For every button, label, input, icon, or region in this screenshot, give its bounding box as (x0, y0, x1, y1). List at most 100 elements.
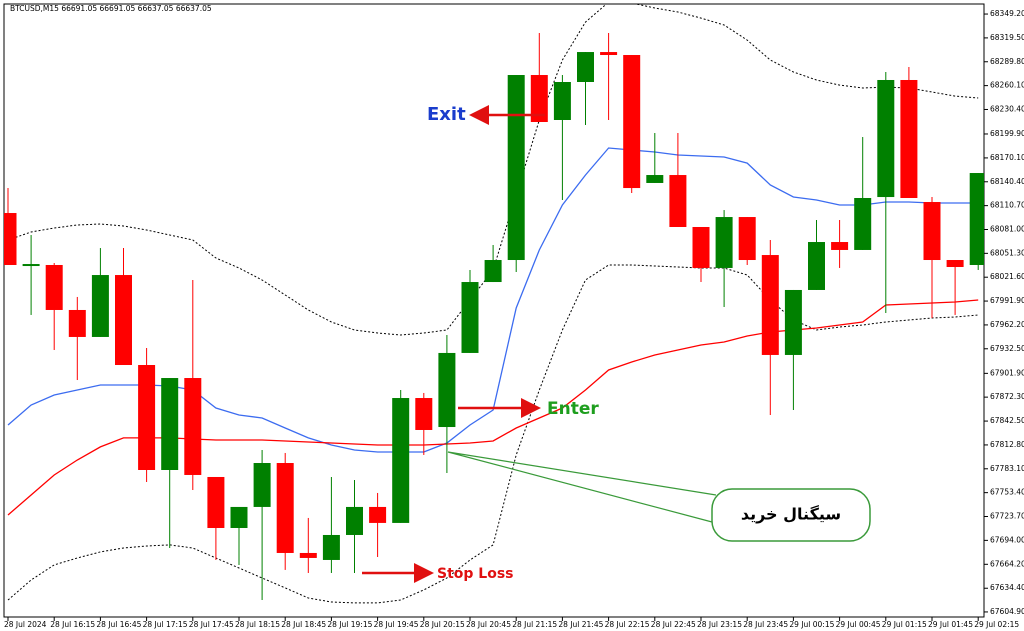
candle-body (715, 217, 733, 268)
candle-body (161, 378, 179, 470)
x-tick-label: 28 Jul 16:45 (96, 620, 141, 629)
plot-area (4, 4, 984, 604)
indicator-line (7, 4, 979, 336)
y-tick-label: 68110.70 (990, 201, 1024, 210)
candle-body (253, 463, 271, 507)
y-tick-label: 67842.50 (990, 416, 1024, 425)
y-tick-label: 68319.50 (990, 33, 1024, 42)
candle-body (68, 309, 86, 337)
candle-body (415, 398, 433, 430)
candle-body (946, 260, 964, 268)
candle-body (45, 264, 63, 310)
x-tick-label: 28 Jul 2024 (4, 620, 47, 629)
y-tick-label: 67604.90 (990, 607, 1024, 616)
y-tick-label: 68140.40 (990, 177, 1024, 186)
y-tick-label: 67753.40 (990, 488, 1024, 497)
candle-body (669, 175, 687, 227)
candle-body (507, 75, 525, 261)
x-tick-label: 28 Jul 16:15 (50, 620, 95, 629)
candle-body (230, 506, 248, 528)
candle-body (22, 264, 40, 267)
y-tick-label: 68289.80 (990, 57, 1024, 66)
candle-body (600, 52, 618, 56)
candle-body (115, 275, 132, 366)
x-tick-label: 29 Jul 01:45 (928, 620, 973, 629)
x-tick-label: 28 Jul 17:45 (189, 620, 234, 629)
candle-body (530, 75, 548, 123)
candle-body (369, 506, 387, 523)
callout-label: سیگنال خرید (741, 505, 841, 524)
candle-body (322, 534, 340, 560)
x-tick-label: 29 Jul 00:45 (836, 620, 881, 629)
x-tick-label: 29 Jul 01:15 (882, 620, 927, 629)
candle-body (299, 552, 317, 558)
y-tick-label: 67901.90 (990, 368, 1024, 377)
x-tick-label: 28 Jul 19:15 (327, 620, 372, 629)
candle-body (900, 79, 918, 198)
candle-body (808, 242, 825, 290)
candle-body (738, 217, 756, 261)
y-tick-label: 68260.10 (990, 81, 1024, 90)
candle-body (4, 213, 17, 265)
y-tick-label: 68199.90 (990, 129, 1024, 138)
x-tick-label: 28 Jul 22:15 (605, 620, 650, 629)
candle-body (761, 255, 779, 355)
candle-body (646, 175, 664, 183)
x-tick-label: 28 Jul 20:15 (420, 620, 465, 629)
y-tick-label: 67872.30 (990, 392, 1024, 401)
x-tick-label: 28 Jul 19:45 (374, 620, 419, 629)
x-tick-label: 28 Jul 18:15 (235, 620, 280, 629)
y-tick-label: 67694.00 (990, 535, 1024, 544)
callout-pointer (447, 451, 717, 523)
y-tick-label: 67664.20 (990, 559, 1024, 568)
stop-loss-label: Stop Loss (437, 566, 514, 582)
candle-body (854, 197, 872, 250)
candle-body (346, 506, 363, 535)
candle-body (461, 282, 479, 353)
candle-body (91, 275, 109, 337)
x-tick-label: 29 Jul 02:15 (974, 620, 1019, 629)
x-tick-label: 28 Jul 21:45 (558, 620, 603, 629)
y-tick-label: 67783.10 (990, 464, 1024, 473)
candle-body (438, 352, 456, 428)
y-tick-label: 68051.30 (990, 248, 1024, 257)
x-tick-label: 28 Jul 17:15 (143, 620, 188, 629)
candle-body (831, 242, 849, 250)
enter-label: Enter (547, 399, 599, 419)
candle-body (184, 378, 202, 475)
candle-body (923, 202, 941, 261)
x-tick-label: 28 Jul 18:45 (281, 620, 326, 629)
y-tick-label: 68081.00 (990, 224, 1024, 233)
y-tick-label: 67812.80 (990, 440, 1024, 449)
candle-body (877, 79, 895, 198)
callout-bubble (711, 488, 871, 542)
y-tick-label: 67991.90 (990, 296, 1024, 305)
x-tick-label: 28 Jul 21:15 (512, 620, 557, 629)
candle-body (692, 226, 710, 268)
plot-frame (3, 3, 985, 618)
x-tick-label: 28 Jul 20:45 (466, 620, 511, 629)
y-tick-label: 67723.70 (990, 512, 1024, 521)
candle-body (207, 476, 225, 528)
y-tick-label: 68021.60 (990, 272, 1024, 281)
candle-body (276, 463, 294, 553)
y-tick-label: 68349.20 (990, 9, 1024, 18)
candle-body (553, 82, 571, 120)
candle-body (138, 365, 156, 470)
x-tick-label: 28 Jul 23:45 (743, 620, 788, 629)
candle-body (392, 398, 410, 523)
x-tick-label: 29 Jul 00:15 (789, 620, 834, 629)
indicator-line (7, 264, 979, 604)
candle-body (969, 173, 984, 265)
x-tick-label: 28 Jul 22:45 (651, 620, 696, 629)
candle-body (577, 52, 594, 83)
y-tick-label: 67634.40 (990, 583, 1024, 592)
x-tick-label: 28 Jul 23:15 (697, 620, 742, 629)
candle-body (484, 260, 502, 283)
y-tick-label: 67932.50 (990, 344, 1024, 353)
exit-label: Exit (427, 104, 466, 125)
y-tick-label: 68170.10 (990, 153, 1024, 162)
y-tick-label: 67962.20 (990, 320, 1024, 329)
chart-title: BTCUSD,M15 66691.05 66691.05 66637.05 66… (10, 4, 212, 13)
